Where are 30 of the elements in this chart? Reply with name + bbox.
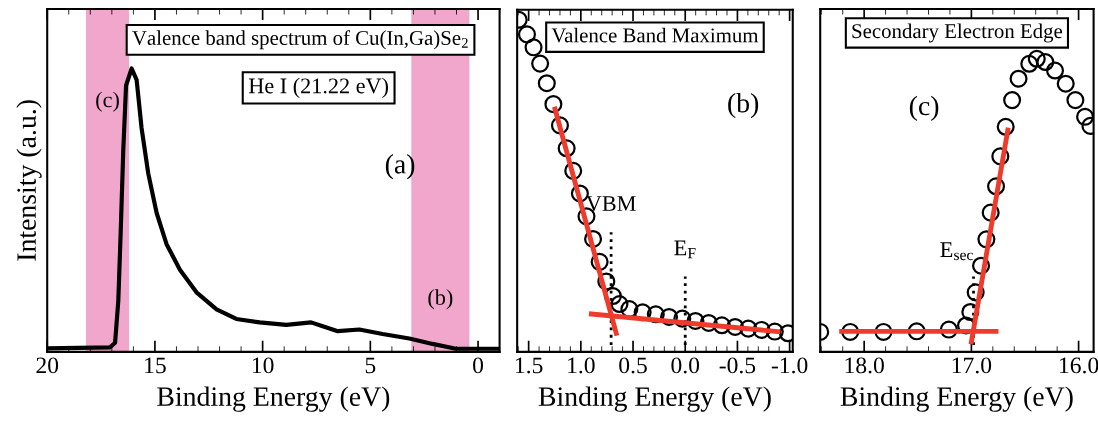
x-tick-label: 10 [252,357,274,374]
chart-title: Valence Band Maximum [551,27,759,43]
x-tick-label: 1.5 [515,357,543,374]
x-tick-label: 0 [473,357,484,374]
annotation: (a) [385,154,415,180]
band-label: (c) [96,91,119,112]
x-axis-title: Binding Energy (eV) [538,386,771,412]
annotation: (b) [728,92,759,119]
x-tick-label: 17.0 [952,357,992,374]
chart-title: Valence band spectrum of Cu(In,Ga)Se$_{2}$ [132,30,468,50]
x-tick-label: -0.5 [719,357,756,374]
ref-line-label: VBM [586,196,636,212]
x-axis-title: Binding Energy (eV) [157,386,390,412]
x-tick-label: 18.0 [845,357,884,374]
annotation: (c) [909,95,939,121]
ref-line-label: E$_{sec}$ [940,242,973,261]
y-axis-title: Intensity (a.u.) [16,100,42,261]
x-tick-label: 20 [36,357,59,374]
chart-title: Secondary Electron Edge [852,23,1063,43]
x-tick-label: 16.0 [1060,357,1098,374]
x-tick-label: 0.5 [619,357,647,374]
ref-line-label: E$_{F}$ [674,240,696,259]
x-tick-label: 0.0 [671,357,700,374]
x-tick-label: 1.0 [568,357,595,374]
band-label: (b) [428,289,453,310]
x-axis-title: Binding Energy (eV) [840,386,1073,412]
x-tick-label: 15 [145,357,166,374]
x-tick-label: -1.0 [771,357,808,374]
chart-subtitle: He I (21.22 eV) [248,77,389,98]
x-tick-label: 5 [365,357,376,374]
